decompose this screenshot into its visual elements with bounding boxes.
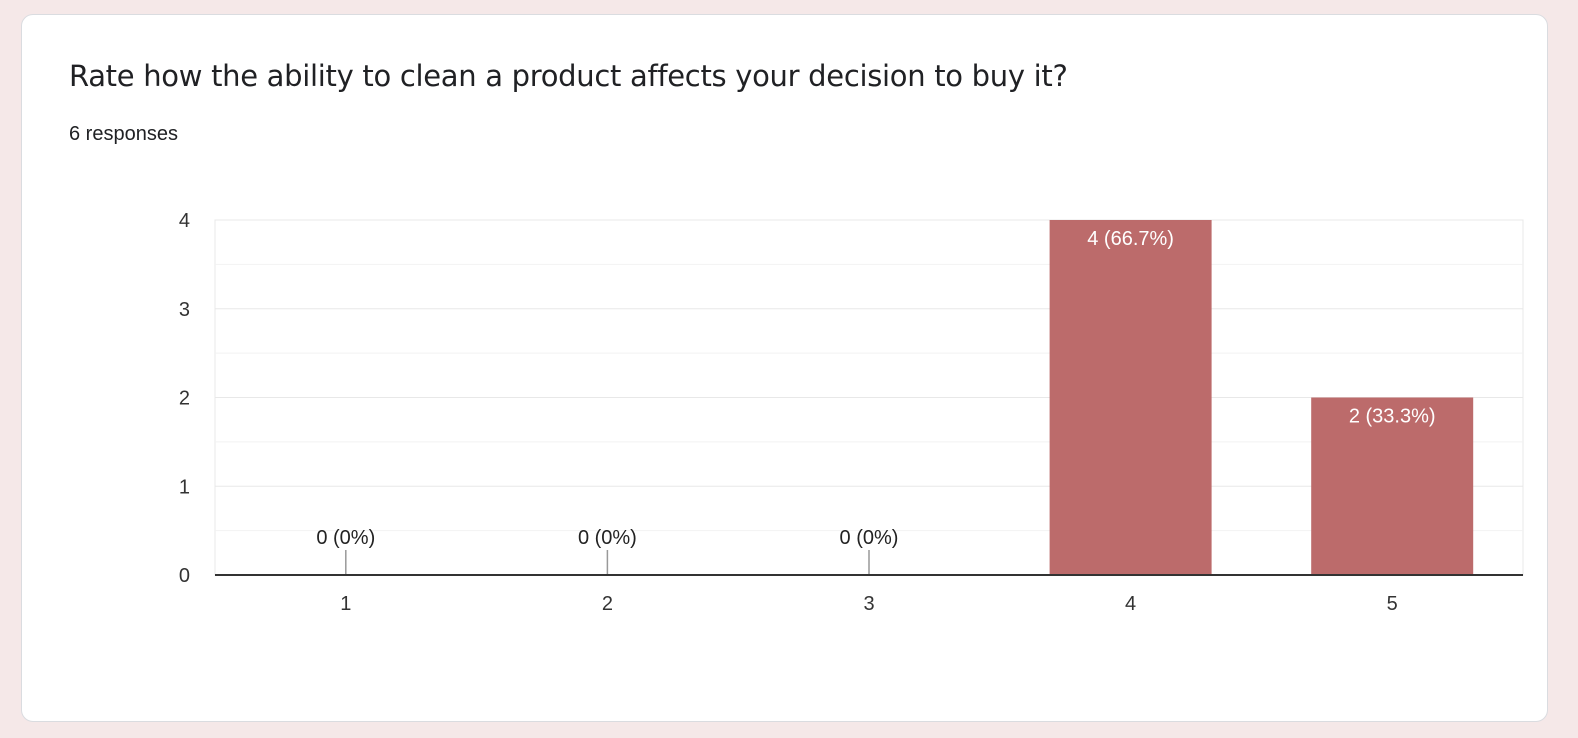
question-title: Rate how the ability to clean a product … (69, 59, 1068, 93)
data-label: 0 (0%) (578, 527, 637, 549)
y-tick-label: 0 (179, 565, 190, 587)
data-label: 4 (66.7%) (1087, 228, 1174, 250)
x-tick-label: 1 (340, 593, 351, 615)
x-tick-label: 4 (1125, 593, 1136, 615)
bar-4 (1049, 220, 1212, 575)
bars (345, 220, 1474, 575)
data-label: 2 (33.3%) (1349, 406, 1436, 428)
x-tick-label: 3 (863, 593, 874, 615)
bar-5 (1311, 397, 1474, 575)
x-tick-label: 5 (1387, 593, 1398, 615)
response-count: 6 responses (69, 123, 178, 145)
y-tick-label: 3 (179, 299, 190, 321)
y-tick-label: 4 (179, 210, 190, 232)
y-tick-label: 2 (179, 388, 190, 410)
labels: 0 1 2 3 4 0 (0%) 1 0 (0%) 2 0 (0%) 3 4 (66.7%) 4 2 (3… (179, 210, 1523, 615)
y-tick-label: 1 (179, 476, 190, 498)
data-label: 0 (0%) (840, 527, 899, 549)
x-tick-label: 2 (602, 593, 613, 615)
question-card: Rate how the ability to clean a product … (21, 14, 1548, 722)
data-label: 0 (0%) (316, 527, 375, 549)
